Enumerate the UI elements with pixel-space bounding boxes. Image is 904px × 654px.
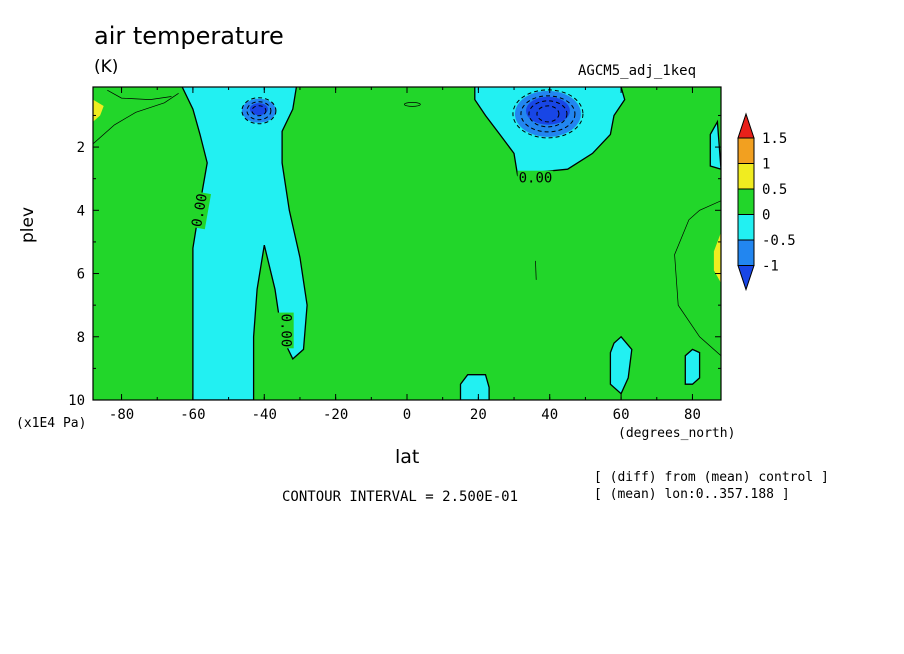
y-tick-label: 6 xyxy=(77,267,85,283)
cold-patch-eq xyxy=(460,374,490,400)
colorbar-label: 0 xyxy=(762,208,770,224)
x-tick-label: -40 xyxy=(252,407,277,423)
note-mean: [ (mean) lon:0..357.188 ] xyxy=(594,487,790,502)
contour-label-tongue-bg xyxy=(277,312,294,349)
colorbar-label: 0.5 xyxy=(762,182,787,198)
x-tick-label: 20 xyxy=(470,407,487,423)
note-diff: [ (diff) from (mean) control ] xyxy=(594,470,829,485)
y-axis-unit: (x1E4 Pa) xyxy=(16,416,87,431)
warm-patch-west xyxy=(93,99,104,122)
contour-pos-dot xyxy=(535,260,537,280)
colorbar-segment xyxy=(737,214,755,241)
colorbar-bottom-arrow xyxy=(737,265,755,292)
chart-title: air temperature xyxy=(94,22,284,50)
contour-pos-east xyxy=(674,200,721,356)
contour-label-tongue: 0.00 xyxy=(278,314,294,348)
contour-pos-west xyxy=(93,93,179,145)
colorbar-segment xyxy=(737,137,755,164)
cold-patch-80n xyxy=(685,349,700,385)
contour-label-south-bg xyxy=(189,191,212,230)
contour-label-north: 0.00 xyxy=(519,171,553,187)
contour-interval-text: CONTOUR INTERVAL = 2.500E-01 xyxy=(282,489,519,505)
x-tick-label: 60 xyxy=(613,407,630,423)
contour-fills xyxy=(93,87,721,400)
cold-patch-eq-line xyxy=(459,374,490,400)
cold-core-north-inner xyxy=(525,96,570,125)
contour-zero-south xyxy=(181,87,308,400)
x-axis-unit: (degrees_north) xyxy=(618,426,736,441)
cold-patch-80n-line xyxy=(684,348,701,385)
colorbar-top-arrow xyxy=(737,112,755,139)
cold-tongue-south xyxy=(182,87,308,400)
warm-patch-east xyxy=(713,232,721,283)
x-tick-label: 80 xyxy=(684,407,701,423)
contour-neg-south-0 xyxy=(241,97,277,125)
contour-neg-north-3 xyxy=(536,105,560,123)
cold-patch-60n xyxy=(610,336,632,394)
contour-pos-west-2 xyxy=(107,89,172,100)
cold-patch-east-edge xyxy=(710,121,721,170)
x-axis-label: lat xyxy=(395,446,420,468)
cold-patch-east-edge-line xyxy=(709,119,721,170)
colorbar-segment xyxy=(737,163,755,190)
colorbar-label: -1 xyxy=(762,259,779,275)
colorbar: 1.5 1 0.5 0 -0.5 -1 xyxy=(737,112,796,292)
cold-core-south-inner xyxy=(249,103,268,116)
colorbar-label: 1 xyxy=(762,157,770,173)
contour-label-south: 0.00 xyxy=(189,192,211,228)
contour-neg-south-2 xyxy=(251,105,267,117)
y-axis-label: plev xyxy=(18,206,38,243)
contour-neg-north-0 xyxy=(512,89,584,139)
colorbar-label: -0.5 xyxy=(762,233,796,249)
colorbar-label: 1.5 xyxy=(762,131,787,147)
y-tick-label: 8 xyxy=(77,330,85,346)
x-tick-label: 40 xyxy=(541,407,558,423)
x-tick-label: -60 xyxy=(180,407,205,423)
contour-neg-south-1 xyxy=(246,101,272,121)
y-axis-ticks: 2 4 6 8 10 xyxy=(68,114,721,409)
y-tick-label: 4 xyxy=(77,203,85,219)
y-tick-label: 2 xyxy=(77,140,85,156)
contour-lines: 0.00 0.00 0.00 xyxy=(93,87,721,400)
contour-label-north-bg xyxy=(517,170,554,187)
x-tick-label: -20 xyxy=(323,407,348,423)
x-axis-ticks: -80 -60 -40 -20 0 20 40 60 80 xyxy=(109,87,701,423)
run-label: AGCM5_adj_1keq xyxy=(578,63,697,79)
x-tick-label: -80 xyxy=(109,407,134,423)
x-tick-label: 0 xyxy=(403,407,411,423)
chart-units: (K) xyxy=(94,57,119,77)
contour-neg-north-2 xyxy=(528,100,568,128)
colorbar-segment xyxy=(737,188,755,215)
contour-neg-north-1 xyxy=(520,95,576,133)
contour-pos-eq-small xyxy=(404,102,421,107)
cold-patch-60n-line xyxy=(609,335,633,395)
colorbar-segment xyxy=(737,239,755,266)
y-tick-label: 10 xyxy=(68,393,85,409)
